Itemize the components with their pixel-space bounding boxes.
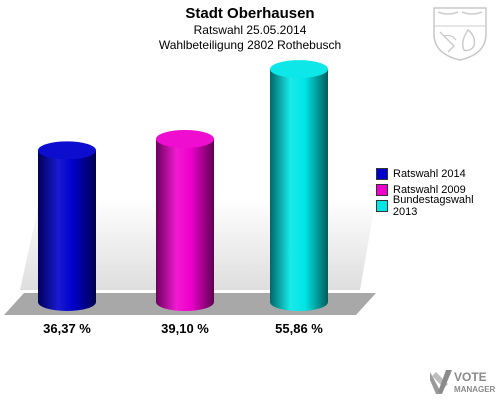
legend-swatch-2: [376, 200, 388, 212]
votemanager-logo-icon: VOTE MANAGER: [430, 370, 496, 394]
bar-2: [270, 69, 328, 311]
bar-top-0: [38, 141, 96, 160]
chart-subtitle-turnout: Wahlbeteiligung 2802 Rothebusch: [158, 38, 342, 52]
legend-item-1: Ratswahl 2009: [376, 182, 500, 198]
legend-label-2: Bundestagswahl 2013: [392, 194, 474, 218]
logo-text-manager: MANAGER: [454, 385, 496, 394]
legend-item-0: Ratswahl 2014: [376, 166, 500, 182]
legend-swatch-1: [376, 184, 388, 196]
logo-text-vote: VOTE: [454, 370, 487, 384]
bar-value-label-0: 36,37 %: [43, 321, 91, 336]
bar-top-2: [270, 60, 328, 79]
legend-label-0: Ratswahl 2014: [393, 168, 466, 180]
bar-value-label-1: 39,10 %: [161, 321, 209, 336]
chart-subtitle-election: Ratswahl 25.05.2014: [193, 23, 307, 37]
bar-value-label-2: 55,86 %: [275, 321, 323, 336]
legend-item-2: Bundestagswahl 2013: [376, 194, 500, 218]
legend: Ratswahl 2014 Ratswahl 2009 Bundestagswa…: [376, 166, 500, 218]
legend-swatch-0: [376, 168, 388, 180]
chart-title: Stadt Oberhausen: [185, 5, 315, 22]
bar-0: [38, 150, 96, 311]
bar-top-1: [156, 129, 214, 148]
coat-of-arms-icon: [433, 7, 487, 61]
legend-label-1: Ratswahl 2009: [393, 184, 466, 196]
bar-1: [156, 138, 214, 311]
